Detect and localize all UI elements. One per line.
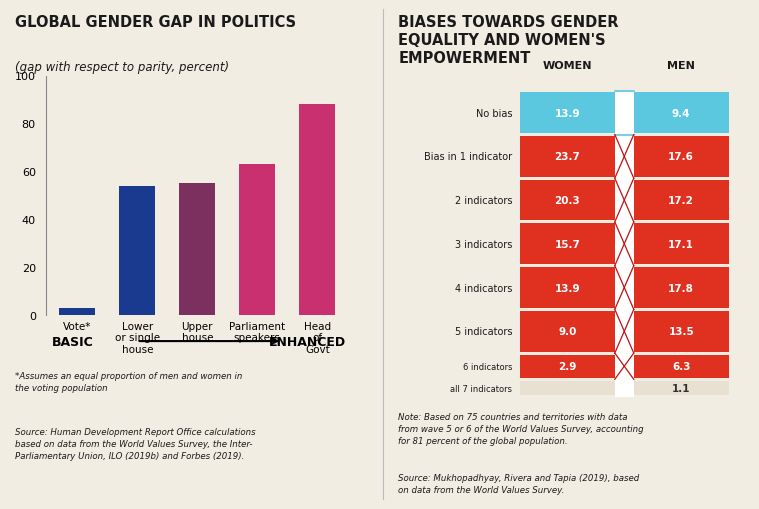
Text: (gap with respect to parity, percent): (gap with respect to parity, percent) [15,61,229,74]
Text: 15.7: 15.7 [554,239,581,249]
Bar [634,93,729,134]
Text: 17.8: 17.8 [668,283,694,293]
Text: 9.4: 9.4 [672,108,691,119]
Text: 6.3: 6.3 [672,361,691,372]
Text: 13.5: 13.5 [669,327,694,336]
Text: 5 indicators: 5 indicators [455,327,512,336]
Bar [634,268,729,308]
Bar [59,308,96,316]
Bar [634,355,729,378]
Text: 1.1: 1.1 [672,383,691,393]
Text: WOMEN: WOMEN [543,61,592,71]
Bar [299,105,335,316]
Bar [520,224,615,265]
Bar [634,312,729,352]
Text: 20.3: 20.3 [555,195,580,206]
Text: MEN: MEN [667,61,695,71]
Bar [520,381,615,395]
Bar [615,92,634,397]
Text: 6 indicators: 6 indicators [463,362,512,371]
Text: 2.9: 2.9 [558,361,577,372]
Text: 23.7: 23.7 [554,152,581,162]
Text: 9.0: 9.0 [558,327,577,336]
Bar [634,224,729,265]
Text: 17.6: 17.6 [668,152,694,162]
Bar [520,355,615,378]
Bar [520,93,615,134]
Text: ENHANCED: ENHANCED [269,335,346,348]
Text: 17.1: 17.1 [668,239,694,249]
Text: all 7 indicators: all 7 indicators [450,384,512,393]
Bar [520,137,615,177]
Text: *Assumes an equal proportion of men and women in
the voting population: *Assumes an equal proportion of men and … [15,372,243,392]
Text: 4 indicators: 4 indicators [455,283,512,293]
Text: 17.2: 17.2 [668,195,694,206]
Text: Note: Based on 75 countries and territories with data
from wave 5 or 6 of the Wo: Note: Based on 75 countries and territor… [398,412,644,445]
Bar [520,312,615,352]
Bar [520,180,615,221]
Text: No bias: No bias [476,108,512,119]
Bar [520,268,615,308]
Bar [119,186,156,316]
Text: BASIC: BASIC [52,335,93,348]
Text: 13.9: 13.9 [555,108,580,119]
Bar [634,137,729,177]
Bar [179,184,216,316]
Text: Bias in 1 indicator: Bias in 1 indicator [424,152,512,162]
Text: 13.9: 13.9 [555,283,580,293]
Text: Source: Mukhopadhyay, Rivera and Tapia (2019), based
on data from the World Valu: Source: Mukhopadhyay, Rivera and Tapia (… [398,473,640,494]
Bar [239,165,276,316]
Text: BIASES TOWARDS GENDER
EQUALITY AND WOMEN'S
EMPOWERMENT: BIASES TOWARDS GENDER EQUALITY AND WOMEN… [398,15,619,66]
Text: 3 indicators: 3 indicators [455,239,512,249]
Text: 2 indicators: 2 indicators [455,195,512,206]
Bar [634,381,729,395]
Text: Source: Human Development Report Office calculations
based on data from the Worl: Source: Human Development Report Office … [15,428,256,460]
Bar [634,180,729,221]
Text: GLOBAL GENDER GAP IN POLITICS: GLOBAL GENDER GAP IN POLITICS [15,15,296,30]
